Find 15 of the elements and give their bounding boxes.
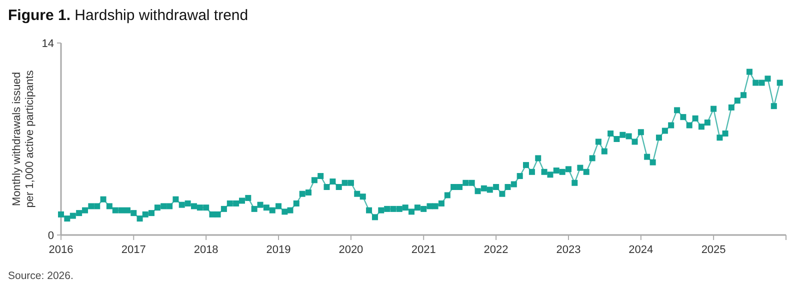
x-tick-label: 2025 — [701, 244, 726, 256]
x-tick-label: 2021 — [411, 244, 436, 256]
x-tick-label: 2024 — [628, 244, 654, 256]
x-tick-label: 2017 — [121, 244, 146, 256]
x-tick-label: 2019 — [266, 244, 291, 256]
y-axis-title: Monthly withdrawals issued per 1,000 active participants — [11, 70, 36, 208]
source-note: Source: 2026. — [8, 270, 74, 282]
x-tick-label: 2023 — [556, 244, 581, 256]
chart-title: Figure 1. Hardship withdrawal trend — [8, 7, 248, 24]
y-tick-label: 0 — [48, 230, 54, 242]
x-tick-label: 2018 — [194, 244, 218, 256]
x-tick-label: 2016 — [48, 244, 74, 256]
x-tick-label: 2022 — [484, 244, 508, 256]
y-tick-label: 14 — [42, 38, 54, 50]
x-tick-label: 2020 — [338, 244, 364, 256]
